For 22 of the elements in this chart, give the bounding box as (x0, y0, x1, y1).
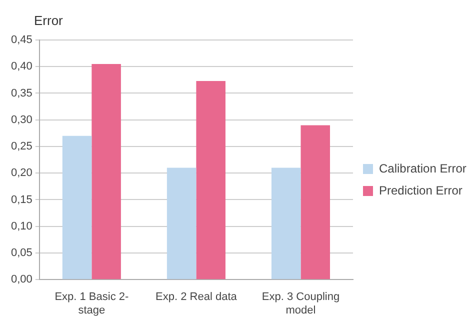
y-tick-label: 0,15 (10, 194, 32, 206)
legend-label: Prediction Error (379, 183, 462, 198)
bar (166, 168, 196, 280)
y-tick-label: 0,30 (10, 114, 32, 126)
y-tick-label: 0,40 (10, 60, 32, 73)
y-tick-label: 0,45 (10, 34, 32, 46)
y-tick-label: 0,35 (10, 87, 32, 100)
y-tick-label: 0,05 (10, 247, 32, 260)
bar (271, 168, 301, 280)
y-tick-label: 0,25 (10, 140, 32, 153)
legend-label: Calibration Error (379, 161, 466, 176)
x-tick-label: Exp. 3 Coupling model (262, 291, 340, 316)
x-tick-label: Exp. 2 Real data (156, 291, 238, 304)
bar (62, 136, 92, 280)
y-axis-title: Error (34, 13, 64, 28)
y-tick-label: 0,20 (10, 167, 32, 180)
y-tick-label: 0,00 (10, 274, 32, 286)
x-tick-label: Exp. 1 Basic 2-stage (54, 291, 129, 316)
bar (196, 81, 226, 280)
bar (300, 125, 330, 280)
y-tick-label: 0,10 (10, 220, 32, 232)
bar (92, 64, 121, 280)
